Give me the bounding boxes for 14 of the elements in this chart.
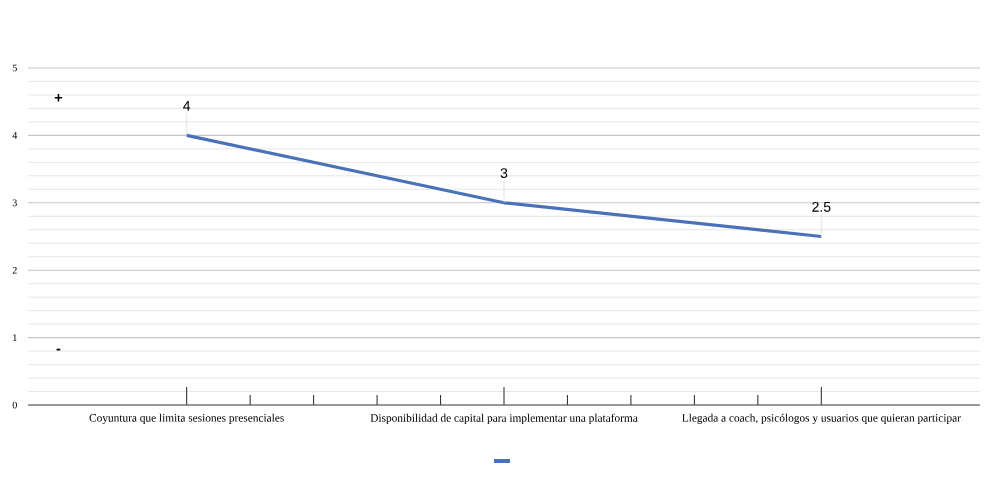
y-tick-label: 4 bbox=[12, 132, 18, 139]
x-tick-label: Disponibilidad de capital para implementar una plataforma bbox=[370, 413, 638, 425]
x-tick-label: Llegada a coach, psicólogos y usuarios que quieran participar bbox=[682, 413, 961, 425]
x-tick-label: Coyuntura que limita sesiones presenciales bbox=[89, 413, 284, 425]
data-label: 2.5 bbox=[812, 201, 831, 212]
annotation: + bbox=[54, 94, 63, 102]
y-tick-label: 5 bbox=[12, 64, 17, 72]
y-tick-label: 3 bbox=[12, 199, 17, 207]
y-tick-label: 1 bbox=[13, 334, 17, 341]
y-tick-label: 0 bbox=[12, 401, 17, 409]
data-label: 4 bbox=[183, 101, 191, 111]
annotation: - bbox=[56, 348, 61, 351]
data-label: 3 bbox=[500, 168, 508, 179]
y-tick-label: 2 bbox=[12, 266, 17, 274]
